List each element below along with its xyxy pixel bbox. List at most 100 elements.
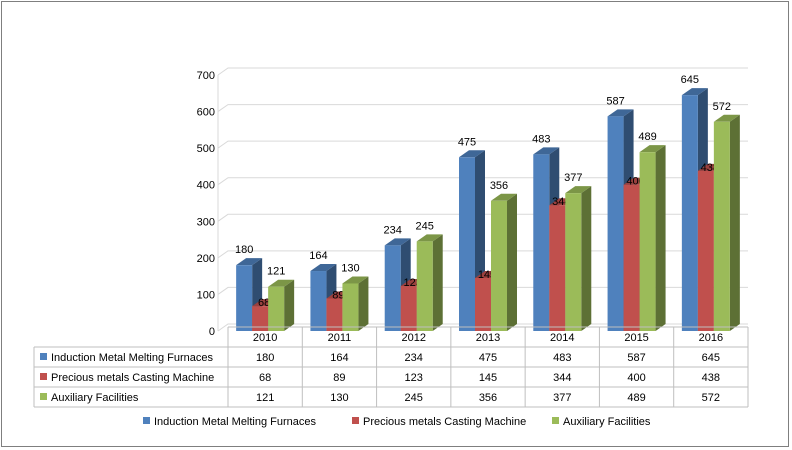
gridline-500 [217, 140, 748, 149]
legend-label-1: Precious metals Casting Machine [363, 416, 526, 428]
legend-label-2: Auxiliary Facilities [563, 416, 651, 428]
data-label-2-5: 489 [638, 131, 656, 143]
data-label-0-2: 234 [384, 224, 402, 236]
legend-label-0: Induction Metal Melting Furnaces [154, 416, 317, 428]
data-label-2-6: 572 [713, 101, 731, 113]
bar-top-0-0 [236, 258, 263, 266]
data-label-0-5: 587 [606, 95, 624, 107]
bar-side-2-0 [284, 279, 295, 331]
data-label-0-3: 475 [458, 136, 476, 148]
bar-2-3 [491, 200, 507, 331]
bar-side-2-1 [358, 276, 369, 331]
table-legend-key-0 [40, 353, 47, 360]
table-cell-0-4: 483 [553, 352, 571, 364]
gridline-700 [217, 67, 748, 76]
bar-top-0-3 [459, 150, 485, 158]
bar-1-3 [475, 277, 491, 331]
bar-top-2-5 [639, 145, 666, 153]
bar-0-2 [384, 245, 401, 331]
bar-top-0-6 [681, 88, 708, 96]
bar-1-4 [549, 205, 566, 331]
bar-side-2-5 [655, 145, 666, 331]
bar-1-1 [326, 298, 343, 331]
table-cell-2-0: 121 [256, 392, 274, 404]
gridline-600 [217, 104, 748, 112]
bar-top-0-4 [533, 147, 560, 155]
y-tick-label-100: 100 [197, 289, 215, 301]
data-label-2-1: 130 [341, 262, 359, 274]
data-label-2-3: 356 [490, 180, 508, 192]
bar-0-6 [681, 95, 698, 331]
y-tick-label-500: 500 [197, 143, 215, 155]
table-cell-0-0: 180 [256, 352, 274, 364]
table-cell-1-6: 438 [702, 372, 720, 384]
data-label-0-1: 164 [309, 250, 327, 262]
bar-2-2 [416, 241, 433, 331]
y-tick-label-700: 700 [197, 70, 215, 82]
data-label-2-0: 121 [267, 266, 285, 278]
table-cell-2-1: 130 [330, 392, 348, 404]
legend-key-0 [143, 417, 150, 424]
table-cell-1-2: 123 [405, 372, 423, 384]
bar-top-0-2 [384, 238, 411, 246]
bar-2-6 [713, 121, 730, 331]
category-label-2013: 2013 [476, 332, 500, 344]
legend-key-2 [552, 417, 559, 424]
table-cell-1-1: 89 [333, 372, 345, 384]
bar-2-5 [639, 152, 656, 331]
table-cell-1-5: 400 [627, 372, 645, 384]
bar-2-4 [565, 193, 582, 331]
data-label-1-1: 89 [332, 289, 344, 301]
y-tick-label-600: 600 [197, 107, 215, 119]
bar-0-1 [310, 271, 327, 331]
bar-0-0 [236, 265, 253, 331]
table-series-name-2: Auxiliary Facilities [51, 392, 139, 404]
category-label-2016: 2016 [699, 332, 723, 344]
bar-top-2-0 [268, 279, 295, 287]
bar-0-5 [607, 116, 624, 331]
table-cell-2-3: 356 [479, 392, 497, 404]
category-label-2010: 2010 [253, 332, 277, 344]
y-tick-label-200: 200 [197, 253, 215, 265]
bar-top-2-2 [416, 234, 443, 242]
bar-top-2-1 [342, 276, 369, 284]
bar-top-2-4 [565, 186, 592, 194]
table-legend-key-1 [40, 373, 47, 380]
table-cell-0-5: 587 [627, 352, 645, 364]
bar-2-0 [268, 286, 285, 331]
data-label-0-0: 180 [235, 244, 253, 256]
category-label-2015: 2015 [624, 332, 648, 344]
bar-top-0-1 [310, 264, 337, 272]
table-cell-1-4: 344 [553, 372, 571, 384]
bar-top-0-5 [607, 109, 634, 117]
table-cell-0-2: 234 [405, 352, 423, 364]
bar-1-0 [252, 306, 269, 331]
bar-top-2-3 [491, 193, 517, 201]
bar-0-4 [533, 154, 550, 331]
table-cell-0-3: 475 [479, 352, 497, 364]
data-label-2-4: 377 [564, 172, 582, 184]
bar-side-2-6 [729, 114, 740, 331]
data-label-0-6: 645 [681, 74, 699, 86]
legend-key-1 [352, 417, 359, 424]
category-label-2011: 2011 [328, 332, 352, 344]
y-tick-label-300: 300 [197, 216, 215, 228]
y-tick-label-0: 0 [209, 326, 215, 338]
bar-1-2 [400, 286, 417, 331]
y-tick-label-400: 400 [197, 180, 215, 192]
table-cell-2-4: 377 [553, 392, 571, 404]
data-label-1-0: 68 [258, 297, 270, 309]
bar-side-2-3 [507, 193, 517, 331]
table-cell-1-3: 145 [479, 372, 497, 384]
table-legend-key-2 [40, 393, 47, 400]
table-cell-0-6: 645 [702, 352, 720, 364]
data-label-0-4: 483 [532, 133, 550, 145]
data-label-2-2: 245 [416, 220, 434, 232]
bar-side-2-4 [581, 186, 592, 331]
table-cell-2-2: 245 [405, 392, 423, 404]
bar-1-6 [697, 170, 714, 331]
bar-side-2-2 [432, 234, 443, 331]
bar-0-3 [459, 157, 475, 331]
table-cell-2-5: 489 [627, 392, 645, 404]
table-cell-2-6: 572 [702, 392, 720, 404]
